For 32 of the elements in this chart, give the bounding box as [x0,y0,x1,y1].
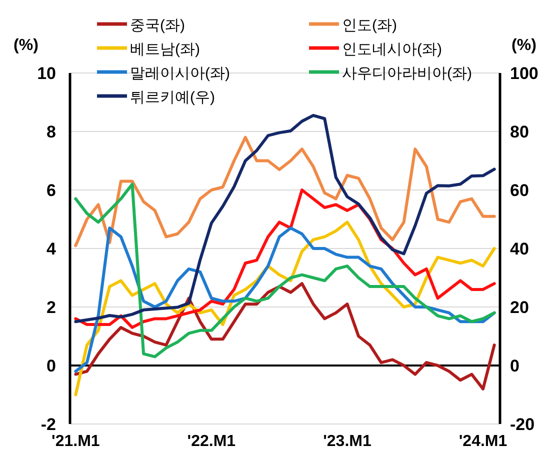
legend-label: 중국(좌) [130,17,185,34]
legend-label: 인도네시아(좌) [342,41,442,58]
legend-label: 말레이시아(좌) [130,65,230,82]
y-tick-label: 10 [37,64,56,83]
y-tick-label: 2 [46,298,56,317]
legend-label: 사우디아라비아(좌) [342,65,472,82]
y2-tick-label: 80 [510,122,529,142]
y2-tick-label: -20 [510,415,535,434]
y2-axis-title: (%) [512,37,536,54]
x-tick-label: '24.M1 [458,433,508,450]
legend-label: 튀르키예(우) [130,89,215,106]
legend-label: 인도(좌) [342,17,397,34]
y2-tick-label: 0 [510,356,520,376]
x-tick-label: '22.M1 [187,433,236,450]
y-tick-label: 0 [46,356,56,376]
legend-label: 베트남(좌) [130,41,200,58]
line-series [74,136,496,248]
y2-tick-label: 40 [510,240,529,258]
y-tick-label: 8 [46,122,56,142]
line-series [74,282,496,390]
x-tick-label: '21.M1 [52,433,100,450]
y2-tick-label: 100 [510,64,538,83]
y2-tick-label: 60 [510,181,529,200]
line-series [74,182,496,358]
y-tick-label: 6 [46,181,56,200]
y-axis-title: (%) [14,37,38,54]
x-tick-label: '23.M1 [323,433,372,450]
line-series [74,114,496,324]
y-tick-label: 4 [46,240,57,258]
y2-tick-label: 20 [510,298,529,317]
line-series [74,226,496,373]
y-tick-label: -2 [40,415,56,434]
